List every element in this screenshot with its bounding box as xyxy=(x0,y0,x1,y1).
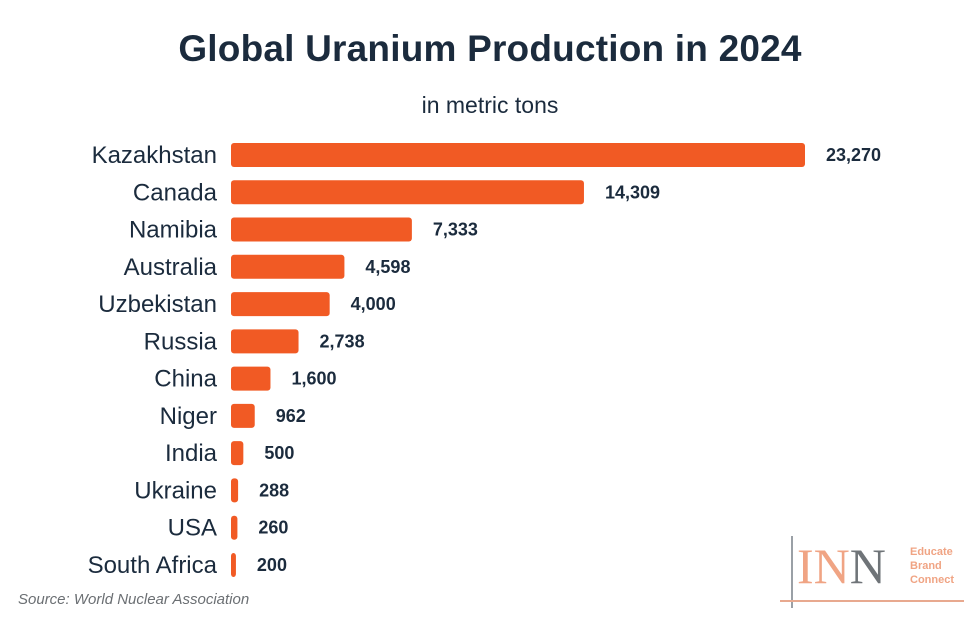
bar xyxy=(231,515,238,540)
value-label: 260 xyxy=(258,518,288,538)
bar xyxy=(231,552,236,577)
category-label: South Africa xyxy=(88,552,218,579)
bar xyxy=(231,403,255,428)
category-label: Ukraine xyxy=(134,477,217,504)
logo-letter-n2: N xyxy=(849,538,886,594)
logo-tagline-brand: Brand xyxy=(910,560,942,572)
value-label: 2,738 xyxy=(320,331,365,351)
bar xyxy=(231,329,299,354)
value-label: 1,600 xyxy=(291,369,336,389)
category-label: Russia xyxy=(144,328,218,355)
bar xyxy=(231,366,271,391)
bar xyxy=(231,478,239,503)
bar xyxy=(231,180,584,205)
inn-logo: INN Educate Brand Connect xyxy=(780,536,970,612)
chart-subtitle: in metric tons xyxy=(421,92,559,118)
logo-mark: INN xyxy=(797,538,886,594)
value-label: 7,333 xyxy=(433,220,478,240)
category-label: Kazakhstan xyxy=(92,142,217,169)
bar xyxy=(231,254,345,279)
bar xyxy=(231,441,244,466)
bar xyxy=(231,143,805,167)
category-label: Namibia xyxy=(129,217,218,244)
category-label: China xyxy=(154,366,217,393)
value-label: 500 xyxy=(264,443,294,463)
category-label: Canada xyxy=(133,179,218,206)
source-note: Source: World Nuclear Association xyxy=(18,591,250,608)
category-label: Australia xyxy=(124,254,218,281)
logo-letter-n1: N xyxy=(813,538,850,594)
category-label: India xyxy=(165,440,218,467)
logo-letter-i: I xyxy=(797,538,814,594)
logo-tagline-educate: Educate xyxy=(910,546,953,558)
bar xyxy=(231,217,412,242)
logo-horizontal-rule xyxy=(780,600,964,602)
value-label: 4,000 xyxy=(351,294,396,314)
logo-tagline-connect: Connect xyxy=(910,574,954,586)
chart-title: Global Uranium Production in 2024 xyxy=(178,28,802,69)
value-label: 288 xyxy=(259,480,289,500)
value-label: 4,598 xyxy=(365,257,410,277)
logo-tagline: Educate Brand Connect xyxy=(910,545,954,587)
logo-vertical-rule xyxy=(791,536,793,608)
category-label: Niger xyxy=(160,403,217,430)
value-label: 23,270 xyxy=(826,145,881,165)
value-label: 14,309 xyxy=(605,182,660,202)
category-label: USA xyxy=(168,515,217,542)
bar xyxy=(231,292,330,317)
category-label: Uzbekistan xyxy=(98,291,217,318)
value-label: 200 xyxy=(257,555,287,575)
value-label: 962 xyxy=(276,406,306,426)
